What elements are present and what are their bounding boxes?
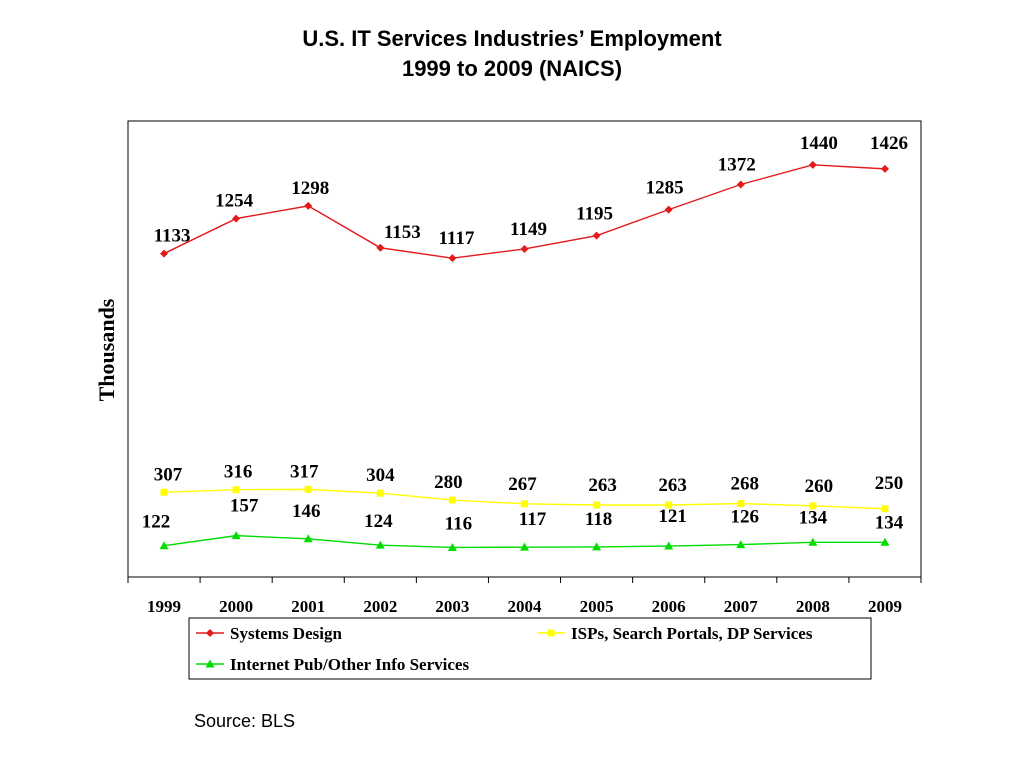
data-label: 263 bbox=[588, 475, 617, 496]
data-point bbox=[736, 180, 745, 189]
data-label: 146 bbox=[292, 501, 321, 522]
data-label: 118 bbox=[585, 509, 612, 530]
x-tick-label: 2004 bbox=[508, 597, 543, 616]
x-tick-label: 2009 bbox=[868, 597, 902, 616]
data-point bbox=[304, 201, 313, 210]
data-label: 267 bbox=[508, 474, 537, 495]
data-point bbox=[737, 500, 745, 508]
data-point bbox=[160, 488, 168, 496]
chart-title-line2: 1999 to 2009 (NAICS) bbox=[401, 56, 623, 81]
y-axis-label: Thousands bbox=[94, 298, 119, 401]
data-label: 121 bbox=[658, 506, 687, 527]
data-point bbox=[521, 500, 528, 508]
series-2: 307 316 317 304 280 267 263 263 268 260 250 bbox=[154, 461, 904, 513]
legend-box bbox=[188, 617, 872, 680]
data-point bbox=[665, 501, 673, 509]
data-label: 1149 bbox=[510, 219, 547, 240]
data-point bbox=[808, 537, 818, 546]
legend: Systems Design ISPs, Search Portals, DP S… bbox=[188, 617, 872, 680]
data-label: 280 bbox=[434, 472, 463, 493]
series-1: 1133 1254 1298 1153 1117 1149 1195 1285 1372 1440… bbox=[154, 133, 908, 263]
data-point bbox=[520, 542, 529, 551]
data-point bbox=[448, 254, 457, 263]
data-label: 124 bbox=[364, 511, 393, 532]
chart-title-line1: U.S. IT Services Industries’ Employment bbox=[302, 26, 722, 51]
data-label: 134 bbox=[875, 512, 904, 533]
data-label: 316 bbox=[224, 462, 253, 483]
data-point bbox=[376, 489, 384, 497]
data-point bbox=[304, 485, 312, 493]
data-point bbox=[880, 164, 889, 173]
legend-label: Internet Pub/Other Info Services bbox=[230, 655, 469, 674]
x-tick-label: 2003 bbox=[435, 597, 469, 616]
data-label: 117 bbox=[519, 509, 547, 530]
data-label: 1254 bbox=[215, 191, 254, 212]
data-point bbox=[592, 231, 601, 240]
data-point bbox=[736, 540, 746, 549]
legend-label: Systems Design bbox=[230, 624, 342, 643]
data-point bbox=[232, 214, 241, 223]
x-tick-label: 2006 bbox=[652, 597, 686, 616]
data-label: 116 bbox=[445, 513, 472, 534]
data-label: 1133 bbox=[154, 226, 191, 247]
data-label: 157 bbox=[230, 496, 259, 517]
legend-label: ISPs, Search Portals, DP Services bbox=[571, 624, 813, 643]
data-point bbox=[520, 244, 529, 253]
data-label: 304 bbox=[366, 465, 395, 486]
data-point bbox=[232, 486, 240, 494]
data-label: 134 bbox=[799, 507, 828, 528]
data-point bbox=[160, 249, 169, 258]
data-label: 1372 bbox=[718, 154, 756, 175]
x-tick-label: 2000 bbox=[219, 597, 253, 616]
data-point bbox=[159, 541, 169, 550]
data-point bbox=[231, 531, 241, 540]
data-label: 1440 bbox=[800, 133, 838, 154]
plot-area bbox=[127, 120, 922, 578]
data-point bbox=[809, 502, 817, 510]
data-label: 268 bbox=[731, 474, 760, 495]
x-tick-label: 2005 bbox=[580, 597, 614, 616]
legend-marker bbox=[205, 659, 215, 668]
data-point bbox=[448, 496, 456, 504]
data-point bbox=[881, 505, 889, 513]
data-label: 250 bbox=[875, 473, 904, 494]
data-point bbox=[375, 540, 385, 549]
legend-marker bbox=[547, 629, 555, 637]
series-3: 122 157 146 124 116 117 118 121 126 134 134 bbox=[142, 496, 904, 551]
data-point bbox=[592, 542, 602, 551]
x-tick-label: 2001 bbox=[291, 597, 325, 616]
source-note: Source: BLS bbox=[194, 711, 296, 731]
data-label: 263 bbox=[658, 475, 687, 496]
data-label: 126 bbox=[731, 507, 760, 528]
data-label: 317 bbox=[290, 461, 319, 482]
data-label: 307 bbox=[154, 464, 183, 485]
data-point bbox=[880, 537, 890, 546]
data-label: 1153 bbox=[384, 222, 421, 243]
data-point bbox=[593, 501, 601, 509]
data-point bbox=[303, 534, 313, 543]
data-point bbox=[664, 541, 674, 550]
series-line bbox=[163, 164, 885, 259]
data-point bbox=[664, 205, 673, 214]
data-point bbox=[447, 542, 457, 551]
legend-marker bbox=[206, 629, 214, 637]
legend-item: ISPs, Search Portals, DP Services bbox=[537, 624, 813, 643]
data-label: 1426 bbox=[870, 133, 908, 154]
data-label: 260 bbox=[805, 476, 834, 497]
x-tick-label: 2007 bbox=[724, 597, 759, 616]
x-tick-label: 1999 bbox=[147, 597, 181, 616]
data-label: 1298 bbox=[291, 178, 329, 199]
legend-item: Systems Design bbox=[196, 624, 342, 643]
data-label: 1117 bbox=[438, 228, 474, 249]
data-label: 122 bbox=[142, 512, 171, 533]
x-tick-label: 2008 bbox=[796, 597, 830, 616]
data-label: 1195 bbox=[576, 204, 613, 225]
x-tick-label: 2002 bbox=[363, 597, 397, 616]
chart-title: U.S. IT Services Industries’ Employment … bbox=[0, 24, 1024, 84]
data-point bbox=[808, 160, 817, 169]
data-point bbox=[376, 243, 385, 252]
data-label: 1285 bbox=[646, 178, 684, 199]
legend-item: Internet Pub/Other Info Services bbox=[196, 655, 469, 674]
